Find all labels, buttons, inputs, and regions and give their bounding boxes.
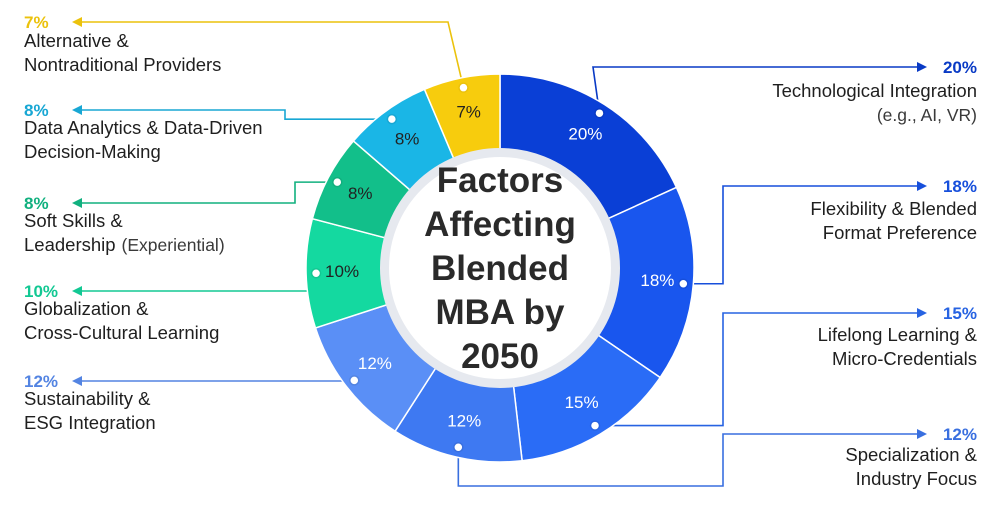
callout-label-4-2: Industry Focus <box>856 468 977 489</box>
slice-label-2: 18% <box>640 271 674 290</box>
callout-label-4-1: Specialization & <box>845 444 977 465</box>
donut-slices: 20% 18% 15% 12% 12% 10% 8% 8% 7% <box>305 73 695 463</box>
callout-label-3-1: Lifelong Learning & <box>818 324 978 345</box>
connector-dot-3 <box>589 420 601 431</box>
callout-pct-7: 8% <box>24 194 49 213</box>
chart-title: Factors Affecting Blended MBA by 2050 <box>424 161 576 376</box>
connector-1 <box>592 66 917 114</box>
chart-title-line-2: Affecting <box>424 205 576 244</box>
callout-pct-1: 20% <box>943 58 977 77</box>
connector-dot-8 <box>386 113 398 125</box>
arrow-head-5 <box>72 376 82 386</box>
callout-pct-8: 8% <box>24 101 49 120</box>
slice-label-7: 8% <box>348 184 373 203</box>
callouts: 20% Technological Integration (e.g., AI, V… <box>24 13 978 489</box>
callout-sub-1: (e.g., AI, VR) <box>877 105 977 125</box>
slice-label-1: 20% <box>568 125 602 144</box>
callout-label-9-1: Alternative & <box>24 30 130 51</box>
arrow-head-1 <box>917 62 927 72</box>
slice-label-4: 12% <box>447 411 481 430</box>
callout-label-8-2: Decision-Making <box>24 141 161 162</box>
callout-label-9-2: Nontraditional Providers <box>24 54 221 75</box>
callout-pct-3: 15% <box>943 304 977 323</box>
slice-label-3: 15% <box>565 393 599 412</box>
callout-pct-4: 12% <box>943 425 977 444</box>
callout-label-2-1: Flexibility & Blended <box>810 198 977 219</box>
slice-label-8: 8% <box>395 130 420 149</box>
callout-pct-6: 10% <box>24 282 58 301</box>
connector-8 <box>82 109 392 120</box>
callout-label-6-1: Globalization & <box>24 298 149 319</box>
chart-title-line-5: 2050 <box>461 337 539 376</box>
callout-dots <box>310 82 689 453</box>
inner-ring <box>380 148 620 388</box>
callout-label-6-2: Cross-Cultural Learning <box>24 322 219 343</box>
callout-label-3-2: Micro-Credentials <box>832 348 977 369</box>
slice-label-9: 7% <box>456 103 481 122</box>
callout-label-8-1: Data Analytics & Data-Driven <box>24 117 263 138</box>
connector-dot-2 <box>678 278 689 289</box>
callout-pct-5: 12% <box>24 372 58 391</box>
connector-dot-9 <box>458 82 469 93</box>
callout-label-5-2: ESG Integration <box>24 412 156 433</box>
chart-title-line-1: Factors <box>437 161 563 200</box>
arrow-head-7 <box>72 198 82 208</box>
connector-dot-1 <box>594 107 605 119</box>
connector-dot-7 <box>332 176 343 188</box>
arrow-head-3 <box>917 308 927 318</box>
connector-4 <box>457 433 917 487</box>
connector-dot-6 <box>310 268 322 279</box>
callout-pct-2: 18% <box>943 177 977 196</box>
callout-pct-9: 7% <box>24 13 49 32</box>
arrow-head-2 <box>917 181 927 191</box>
callout-label-2-2: Format Preference <box>823 222 977 243</box>
arrow-head-9 <box>72 17 82 27</box>
callout-label-1-1: Technological Integration <box>772 80 977 101</box>
arrow-head-8 <box>72 105 82 115</box>
connector-dot-4 <box>453 441 464 453</box>
connector-3 <box>595 312 917 427</box>
arrow-head-4 <box>917 429 927 439</box>
callout-label-7-2: Leadership (Experiential) <box>24 234 225 255</box>
chart-title-line-4: MBA by <box>436 293 566 332</box>
connector-7 <box>82 181 338 204</box>
arrow-head-6 <box>72 286 82 296</box>
connector-2 <box>683 185 917 285</box>
connector-dot-5 <box>349 375 360 386</box>
callout-connectors <box>72 17 927 487</box>
connector-9 <box>82 21 465 88</box>
chart-title-line-3: Blended <box>431 249 569 288</box>
slice-label-5: 12% <box>358 354 392 373</box>
callout-label-7-1: Soft Skills & <box>24 210 123 231</box>
callout-sub-7: (Experiential) <box>122 235 225 255</box>
callout-label-5-1: Sustainability & <box>24 388 151 409</box>
slice-label-6: 10% <box>325 262 359 281</box>
